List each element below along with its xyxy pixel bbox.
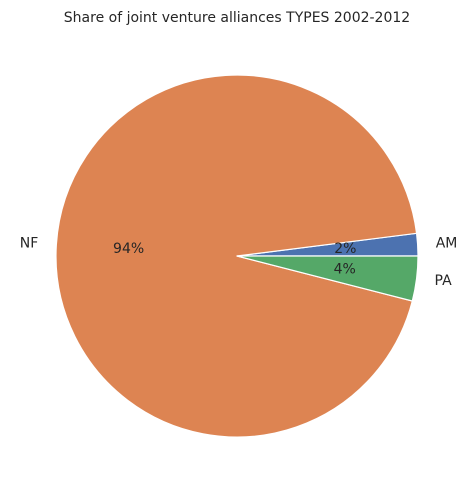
slice-percent-nf: 94% xyxy=(113,241,144,257)
slice-label-nf: NF xyxy=(20,235,39,251)
chart-title: Share of joint venture alliances TYPES 2… xyxy=(64,10,410,26)
slice-percent-pa: 4% xyxy=(334,262,356,278)
pie-slices xyxy=(55,74,419,438)
pie-labels: AM 2% NF 94% PA 4% xyxy=(20,235,458,288)
pie-slice-nf xyxy=(55,74,418,438)
pie-slice-pa xyxy=(236,255,419,302)
slice-label-pa: PA xyxy=(435,273,453,289)
slice-percent-am: 2% xyxy=(334,241,356,257)
slice-label-am: AM xyxy=(436,235,458,251)
